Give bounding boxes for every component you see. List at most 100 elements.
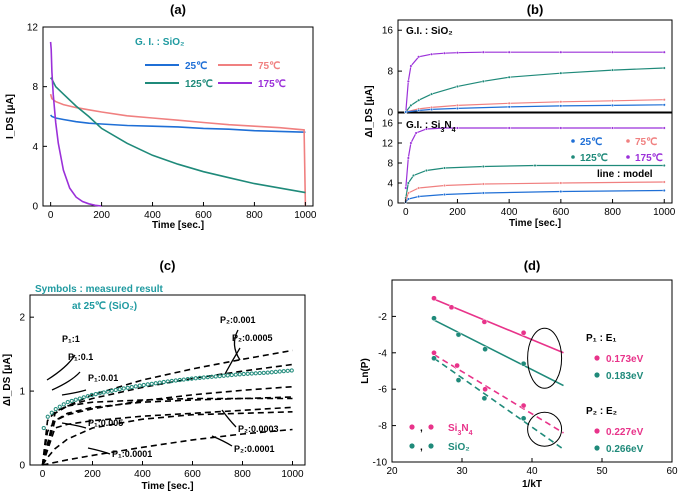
- panel-b-top-point: [417, 98, 421, 102]
- panel-b-title: (b): [527, 2, 544, 17]
- panel-d-fit-P2 SiO2: [433, 357, 564, 450]
- panel-b-top-point: [507, 101, 511, 105]
- panel-c-measured-point: [281, 369, 286, 374]
- panel-c-measured-point: [129, 384, 134, 390]
- panel-c-note-2: at 25℃ (SiO₂): [72, 301, 137, 312]
- panel-b-legend-marker: [626, 139, 630, 143]
- panel-b-bottom-axes: [397, 112, 673, 204]
- panel-c-measured-point: [117, 387, 122, 392]
- panel-b-top-point: [662, 98, 666, 102]
- panel-a-series-25℃: [49, 114, 306, 133]
- panel-b-top-point: [430, 92, 434, 96]
- panel-b-bottom-y-tick-label: 4: [387, 179, 393, 190]
- panel-b-top-point: [455, 106, 460, 110]
- panel-b-bottom-y-tick-label: 8: [387, 159, 393, 170]
- panel-c-measured-point: [181, 377, 186, 382]
- panel-b-bottom-point: [414, 131, 418, 135]
- panel-d-legend-marker: [594, 445, 600, 451]
- panel-b-top-point: [662, 66, 666, 70]
- panel-d-material-sep: ,: [420, 442, 423, 453]
- panel-c-x-tick-label: 1000: [281, 469, 304, 480]
- panel-c-model-P1:1: [41, 397, 293, 466]
- panel-b-bottom-point: [533, 163, 537, 168]
- panel-b-bottom-point: [406, 191, 410, 195]
- panel-d-point: [481, 319, 488, 325]
- panel-d-material-marker: [409, 424, 415, 430]
- panel-c-annotation-arrow: [224, 347, 241, 375]
- panel-c-measured-point: [197, 375, 202, 380]
- panel-d-material-si3n4: Si3N4: [448, 423, 473, 437]
- panel-d-x-tick-label: 20: [386, 466, 398, 477]
- panel-c-y-tick-label: 0: [19, 461, 25, 472]
- panel-c-note-1: Symbols : measured result: [35, 284, 163, 295]
- panel-c-measured-point: [217, 374, 222, 379]
- panel-c-title: (c): [160, 258, 176, 273]
- panel-b-top-point: [507, 75, 511, 79]
- panel-c-measured-point: [81, 395, 86, 400]
- panel-b-bottom-point: [442, 192, 447, 197]
- panel-c-measured-point: [141, 382, 146, 388]
- panel-b-top-point: [559, 100, 563, 104]
- panel-d-point: [431, 295, 437, 302]
- panel-d-point: [455, 331, 462, 338]
- panel-c-measured-point: [189, 376, 194, 381]
- panel-a-y-tick-label: 8: [32, 82, 38, 93]
- panel-a-y-tick-label: 12: [27, 23, 39, 34]
- panel-d-ellipse-p1: [527, 327, 563, 389]
- panel-d-point: [431, 349, 437, 356]
- panel-c-measured-point: [145, 382, 150, 387]
- panel-d-legend-p2: P₂ : E₂: [586, 406, 617, 417]
- panel-d-material-marker: [409, 443, 415, 449]
- panel-d-y-tick-label: -8: [378, 421, 387, 432]
- panel-b-bottom-point: [406, 156, 410, 160]
- panel-c-label-p2_0001: P₂:0.001: [220, 315, 256, 325]
- panel-d-point: [454, 362, 460, 369]
- panel-c-measured-point: [213, 374, 218, 379]
- panel-c-label-p1_00001: P₁:0.0001: [112, 449, 152, 459]
- panel-c-ylabel: ΔI_DS [μA]: [2, 354, 13, 406]
- panel-b-bottom-point: [559, 181, 563, 185]
- panel-a-x-tick-label: 200: [93, 210, 110, 221]
- panel-b-xlabel: Time [sec.]: [509, 218, 561, 229]
- panel-c-measured-point: [149, 381, 154, 386]
- panel-b-legend-label: 25℃: [580, 137, 602, 148]
- panel-c-measured-point: [73, 397, 78, 402]
- panel-b-bottom-point: [406, 197, 410, 201]
- panel-c-measured-point: [65, 400, 70, 405]
- panel-c-measured-point: [85, 394, 90, 399]
- panel-b-bottom-point: [442, 166, 447, 170]
- panel-c-annotation-arrow: [211, 435, 233, 447]
- panel-b-x-tick-label: 600: [553, 207, 570, 218]
- panel-c-axes: [29, 294, 306, 466]
- panel-c-measured-point: [133, 384, 138, 389]
- panel-d-legend-marker: [594, 355, 600, 361]
- panel-b-bottom-point: [507, 126, 511, 130]
- panel-d-fit-P1 Si3N4: [433, 298, 564, 354]
- panel-c-measured-point: [177, 377, 182, 383]
- panel-b-top-axes: [397, 19, 673, 113]
- panel-c-annotation-arrow: [61, 389, 87, 396]
- panel-b-x-tick-label: 0: [403, 207, 409, 218]
- panel-c-measured-point: [45, 414, 50, 419]
- panel-b-bottom-point: [662, 126, 666, 130]
- panel-d-point: [481, 395, 488, 402]
- panel-b-top-point: [455, 51, 460, 55]
- panel-b-top-point: [455, 84, 460, 88]
- panel-c-y-tick-label: 2: [19, 313, 25, 324]
- panel-b-bottom-y-tick-label: 0: [387, 199, 393, 210]
- panel-b-bottom-legend-title: G.I. : Si3N4: [406, 120, 456, 134]
- panel-b-bottom-point: [662, 188, 666, 193]
- panel-c-measured-point: [209, 374, 214, 379]
- panel-c-y-tick-label: 1: [19, 387, 25, 398]
- panel-d-legend-p1-sio2: 0.183eV: [606, 371, 644, 382]
- panel-b-legend-label: 125℃: [580, 153, 608, 164]
- panel-b-legend-marker: [626, 155, 630, 159]
- panel-c-measured-point: [193, 376, 198, 381]
- panel-b-bottom-point: [411, 173, 416, 178]
- panel-b-top-point: [559, 71, 563, 75]
- panel-d-legend-p2-si3n4: 0.227eV: [606, 427, 644, 438]
- panel-d-ylabel: Ln(P): [360, 358, 371, 384]
- panel-b-bottom-point: [610, 126, 615, 130]
- panel-d-y-tick-label: -6: [378, 385, 387, 396]
